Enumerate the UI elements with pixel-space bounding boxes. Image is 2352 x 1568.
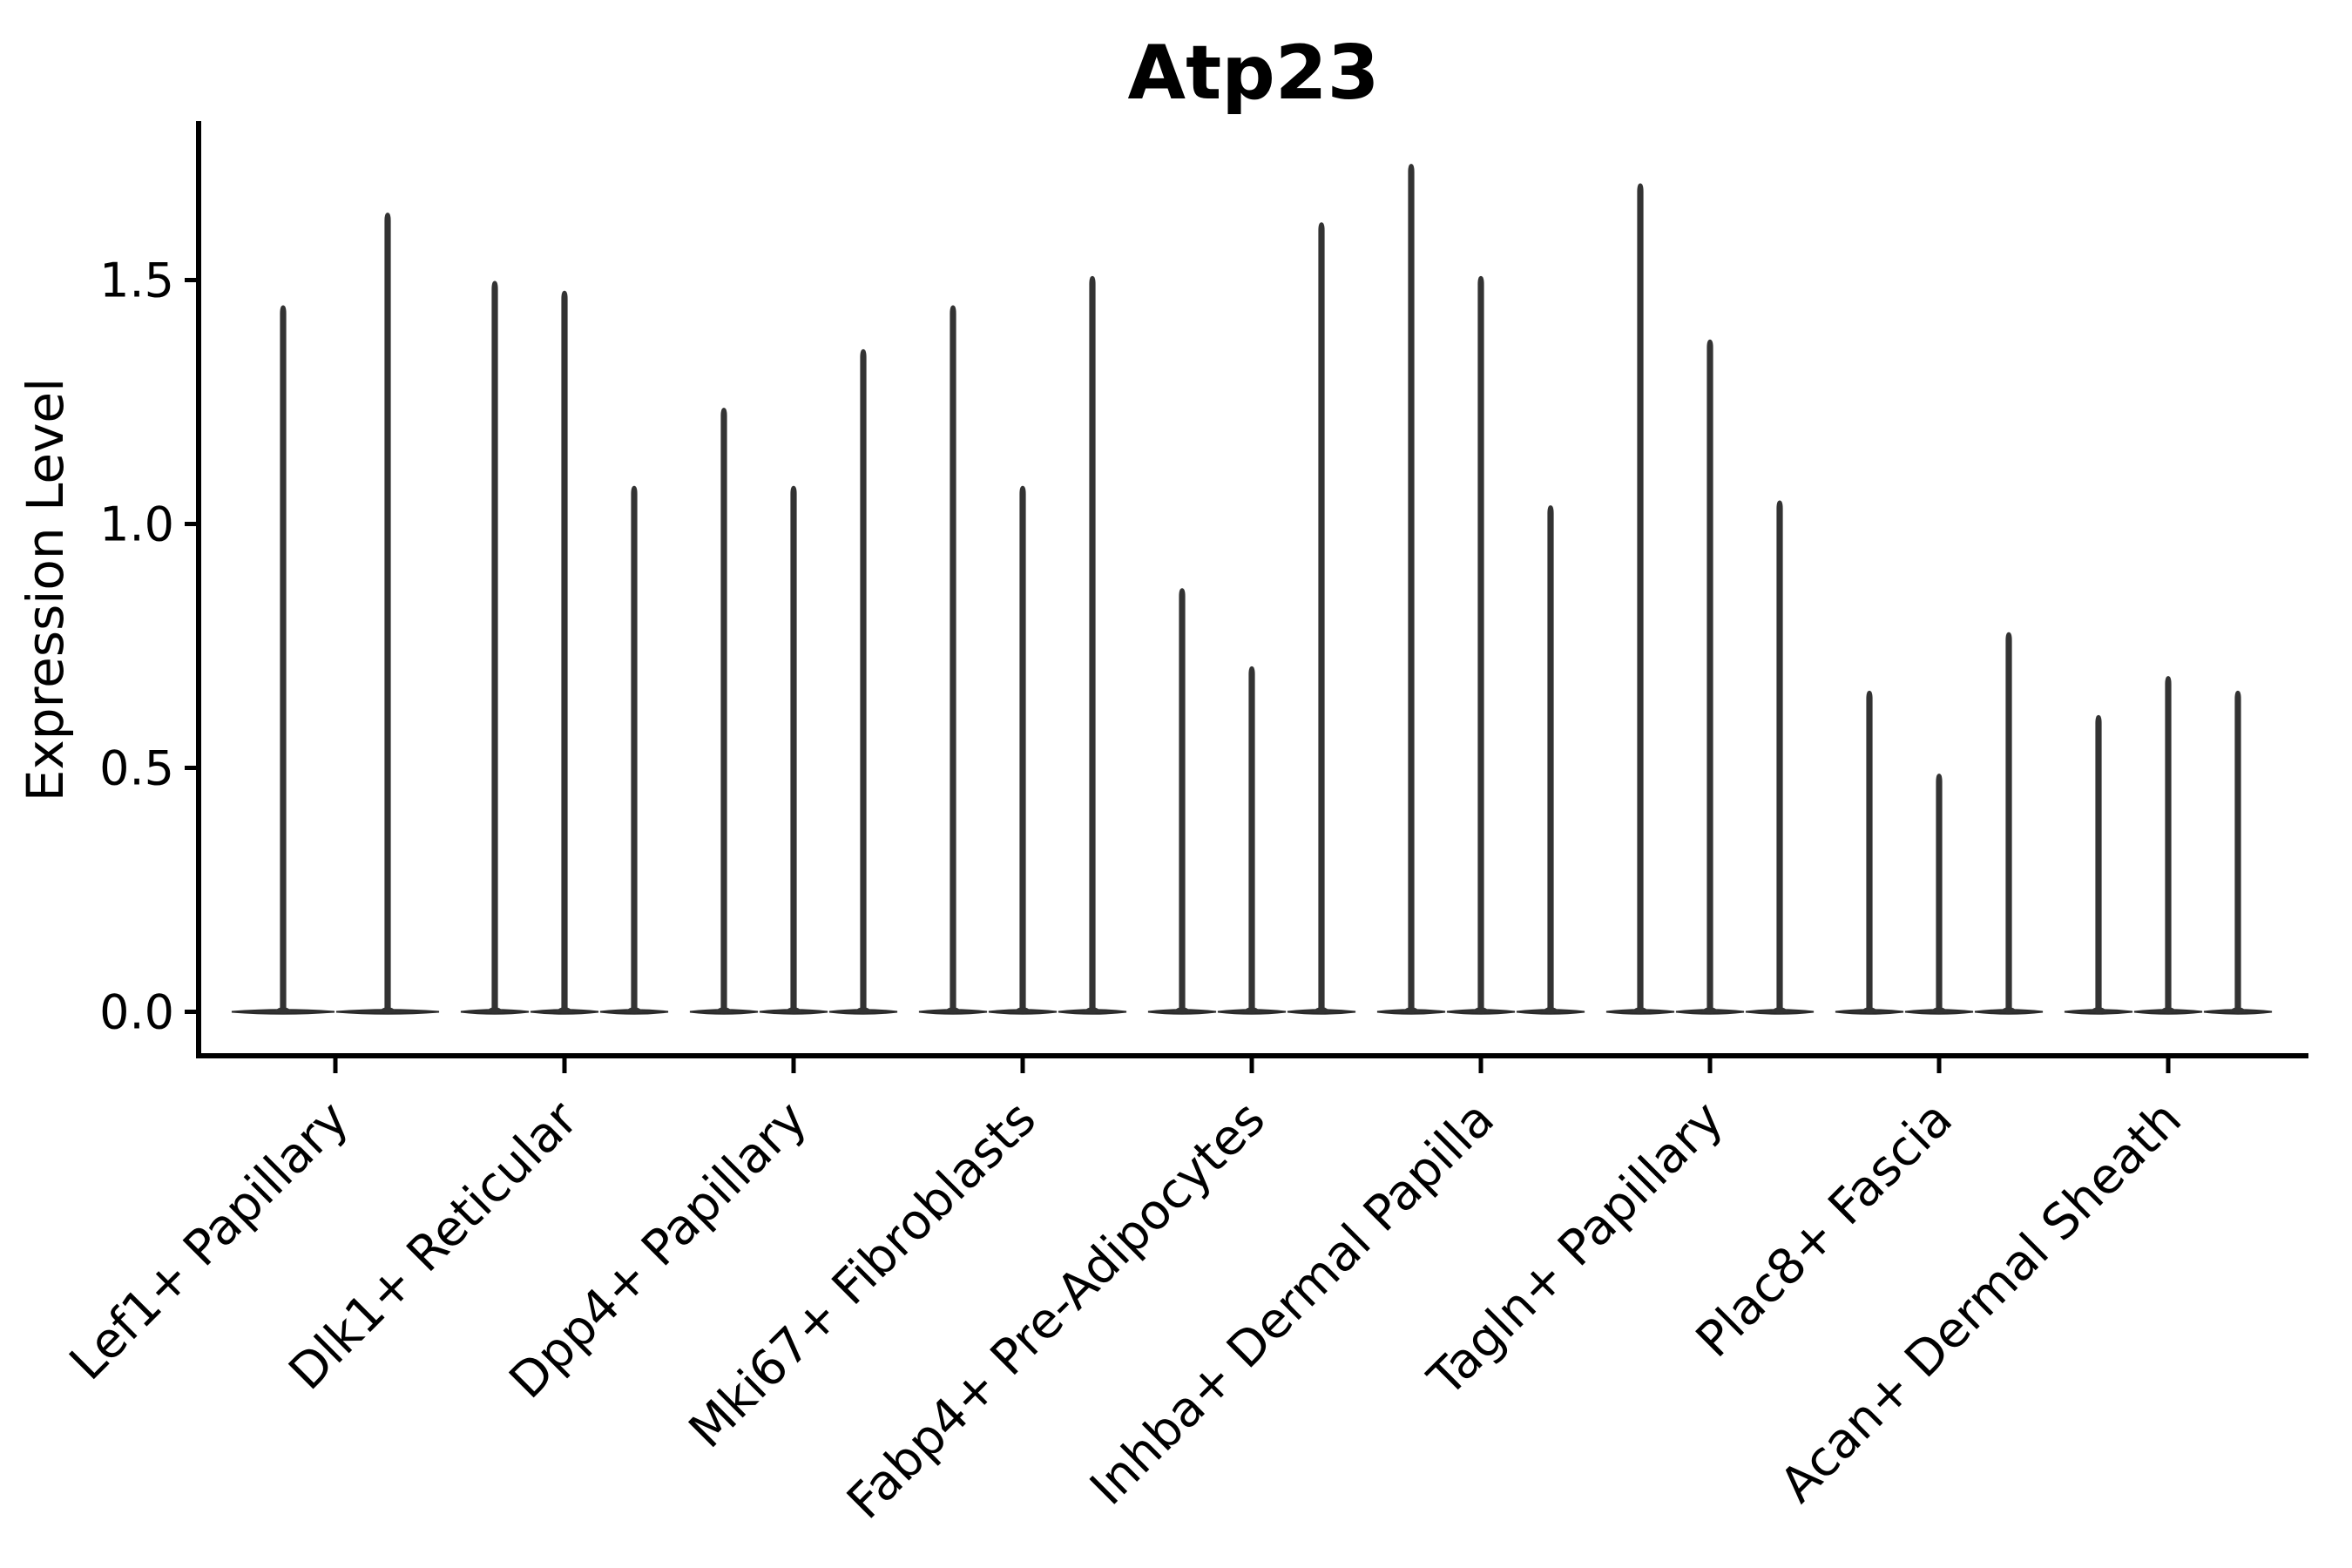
violin-1-1 [231,305,335,1015]
violin-7-2 [1675,339,1745,1015]
violin-needle [1089,275,1096,1014]
violin-8-3 [1974,632,2044,1015]
violin-8-1 [1835,690,1904,1015]
y-tick-label: 0.0 [99,985,174,1040]
axes-layer [185,121,2308,1073]
violin-4-3 [1058,275,1127,1015]
violin-base-flare [274,1007,293,1012]
violin-needle [2234,690,2241,1014]
violin-needle [384,213,391,1014]
violin-needle [280,305,287,1014]
violin-1-2 [335,213,440,1015]
violin-9-3 [2203,690,2273,1015]
violin-layer [231,164,2273,1015]
violin-base-flare [2159,1007,2178,1012]
y-tick-label: 1.5 [99,253,174,308]
y-tick-label: 0.5 [99,741,174,796]
violin-needle [1019,485,1026,1014]
y-tick-label: 1.0 [99,497,174,552]
violin-base-flare [1312,1007,1331,1012]
violin-6-1 [1376,164,1446,1015]
violin-8-2 [1904,774,1974,1015]
violin-base-flare [1083,1007,1102,1012]
violin-4-2 [988,485,1058,1015]
violin-base-flare [1930,1007,1949,1012]
violin-base-flare [1541,1007,1560,1012]
violin-2-2 [530,290,599,1015]
violin-base-flare [1242,1007,1261,1012]
violin-needle [561,290,568,1014]
violin-base-flare [784,1007,803,1012]
violin-needle [1408,164,1415,1014]
violin-6-3 [1516,505,1585,1015]
violin-3-2 [759,485,828,1015]
violin-needle [2095,714,2102,1014]
violin-9-1 [2064,714,2133,1015]
violin-needle [2165,676,2172,1014]
violin-base-flare [1999,1007,2018,1012]
violin-4-1 [918,305,988,1015]
violin-needle [1318,222,1325,1014]
violin-base-flare [1013,1007,1032,1012]
violin-base-flare [1402,1007,1421,1012]
violin-needle [790,485,797,1014]
violin-base-flare [1860,1007,1879,1012]
violin-7-3 [1745,500,1815,1015]
violin-2-1 [460,280,530,1015]
violin-needle [1707,339,1713,1014]
violin-3-3 [828,348,898,1015]
violin-needle [1866,690,1873,1014]
violin-needle [1179,588,1186,1014]
violin-needle [1547,505,1554,1014]
violin-5-1 [1147,588,1217,1015]
x-tick-label: Inhba+ Dermal Papilla [1079,1091,1505,1517]
violin-needle [2005,632,2012,1014]
violin-needle [1936,774,1943,1014]
violin-6-2 [1446,275,1516,1015]
violin-base-flare [854,1007,873,1012]
violin-base-flare [1631,1007,1650,1012]
violin-9-2 [2133,676,2203,1015]
violin-base-flare [2228,1007,2247,1012]
violin-needle [720,408,727,1014]
violin-base-flare [1700,1007,1720,1012]
violin-needle [491,280,498,1014]
violin-3-1 [689,408,759,1015]
violin-needle [950,305,956,1014]
violin-7-1 [1605,183,1675,1015]
chart-title: Atp23 [1128,30,1380,117]
violin-needle [1637,183,1644,1014]
violin-needle [631,485,638,1014]
violin-base-flare [2089,1007,2108,1012]
violin-base-flare [1471,1007,1490,1012]
violin-2-3 [599,485,669,1015]
violin-base-flare [378,1007,397,1012]
violin-needle [1248,666,1255,1014]
violin-needle [860,348,867,1014]
violin-needle [1776,500,1783,1014]
violin-base-flare [485,1007,504,1012]
violin-base-flare [1770,1007,1789,1012]
violin-base-flare [714,1007,733,1012]
violin-needle [1477,275,1484,1014]
x-tick-label: Fabp4+ Pre-Adipocytes [836,1091,1276,1531]
violin-base-flare [555,1007,574,1012]
violin-base-flare [1173,1007,1192,1012]
y-axis-label: Expression Level [16,378,75,801]
violin-base-flare [625,1007,644,1012]
violin-base-flare [943,1007,963,1012]
x-tick-label: Acan+ Dermal Sheath [1769,1091,2193,1514]
violin-5-2 [1217,666,1287,1015]
violin-5-3 [1287,222,1356,1015]
